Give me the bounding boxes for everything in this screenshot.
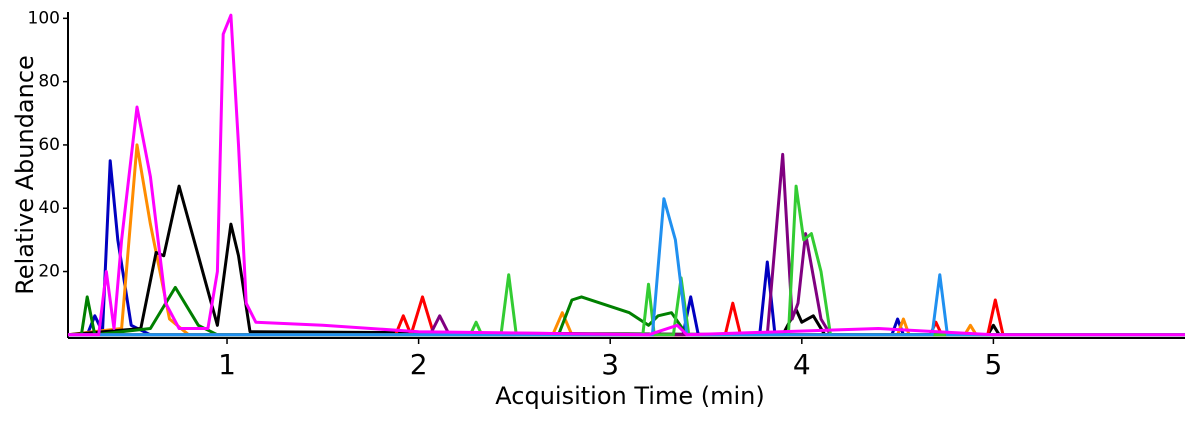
series-line bbox=[68, 13, 1185, 337]
y-tick-label: 40 bbox=[38, 198, 60, 218]
x-tick-label: 4 bbox=[793, 348, 811, 381]
x-tick-label: 1 bbox=[218, 348, 236, 381]
x-tick-label: 2 bbox=[410, 348, 428, 381]
x-tick-label: 3 bbox=[601, 348, 619, 381]
series-line bbox=[68, 152, 1185, 337]
y-tick-label: 100 bbox=[28, 8, 60, 28]
y-axis-label: Relative Abundance bbox=[11, 55, 39, 295]
series-line bbox=[68, 295, 1185, 337]
series-line bbox=[68, 197, 1185, 337]
series-line bbox=[68, 285, 1185, 337]
y-tick-label: 60 bbox=[38, 135, 60, 155]
x-tick-label: 5 bbox=[984, 348, 1002, 381]
series-line bbox=[67, 143, 1185, 337]
x-axis-label: Acquisition Time (min) bbox=[495, 382, 764, 410]
y-tick-label: 20 bbox=[38, 262, 60, 282]
y-tick-label: 80 bbox=[38, 72, 60, 92]
